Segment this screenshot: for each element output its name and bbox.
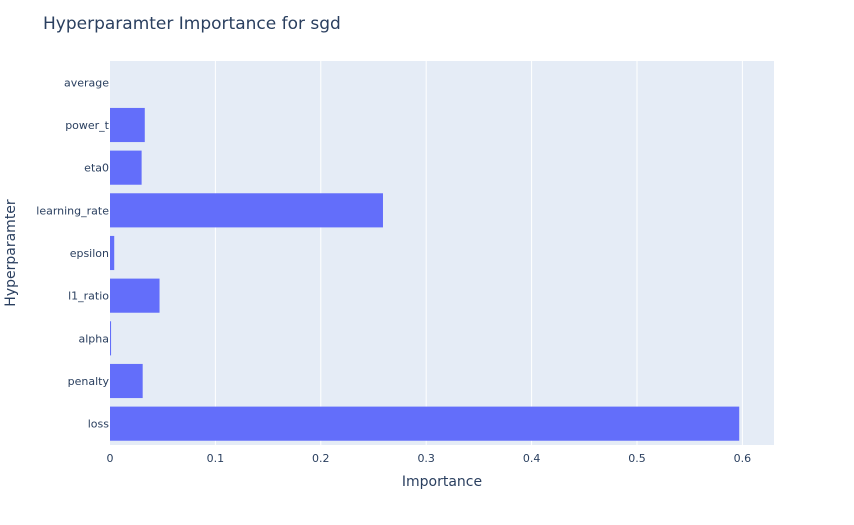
y-tick-label: loss [88, 418, 110, 431]
y-tick-label: alpha [79, 332, 110, 345]
y-tick-label: penalty [68, 375, 110, 388]
bar-l1-ratio[interactable] [110, 278, 160, 313]
y-tick-label: l1_ratio [68, 290, 109, 303]
x-axis-title: Importance [402, 474, 482, 490]
bar-alpha[interactable] [110, 321, 112, 356]
x-tick-label: 0 [107, 452, 114, 465]
x-tick-labels: 0 0.1 0.2 0.3 0.4 0.5 0.6 [107, 452, 752, 465]
bar-penalty[interactable] [110, 363, 143, 399]
bar-power-t[interactable] [110, 107, 145, 143]
bar-loss[interactable] [110, 406, 740, 441]
x-tick-label: 0.4 [523, 452, 541, 465]
x-tick-label: 0.6 [734, 452, 752, 465]
y-tick-label: learning_rate [36, 204, 109, 217]
y-tick-label: average [64, 76, 109, 89]
y-tick-label: eta0 [84, 162, 109, 175]
y-axis-title: Hyperparamter [3, 199, 19, 307]
x-tick-label: 0.2 [312, 452, 330, 465]
chart-title: Hyperparamter Importance for sgd [43, 14, 341, 34]
bar-eta0[interactable] [110, 150, 142, 185]
bars [110, 107, 740, 441]
y-tick-labels: loss penalty alpha l1_ratio epsilon learning_… [36, 76, 109, 430]
x-tick-label: 0.3 [417, 452, 435, 465]
grid-lines [214, 61, 743, 445]
y-tick-label: epsilon [70, 247, 109, 260]
x-tick-label: 0.5 [628, 452, 646, 465]
bar-learning-rate[interactable] [110, 193, 383, 228]
y-tick-label: power_t [65, 119, 109, 132]
x-tick-label: 0.1 [207, 452, 225, 465]
plot-background [110, 61, 774, 445]
bar-epsilon[interactable] [110, 235, 115, 271]
